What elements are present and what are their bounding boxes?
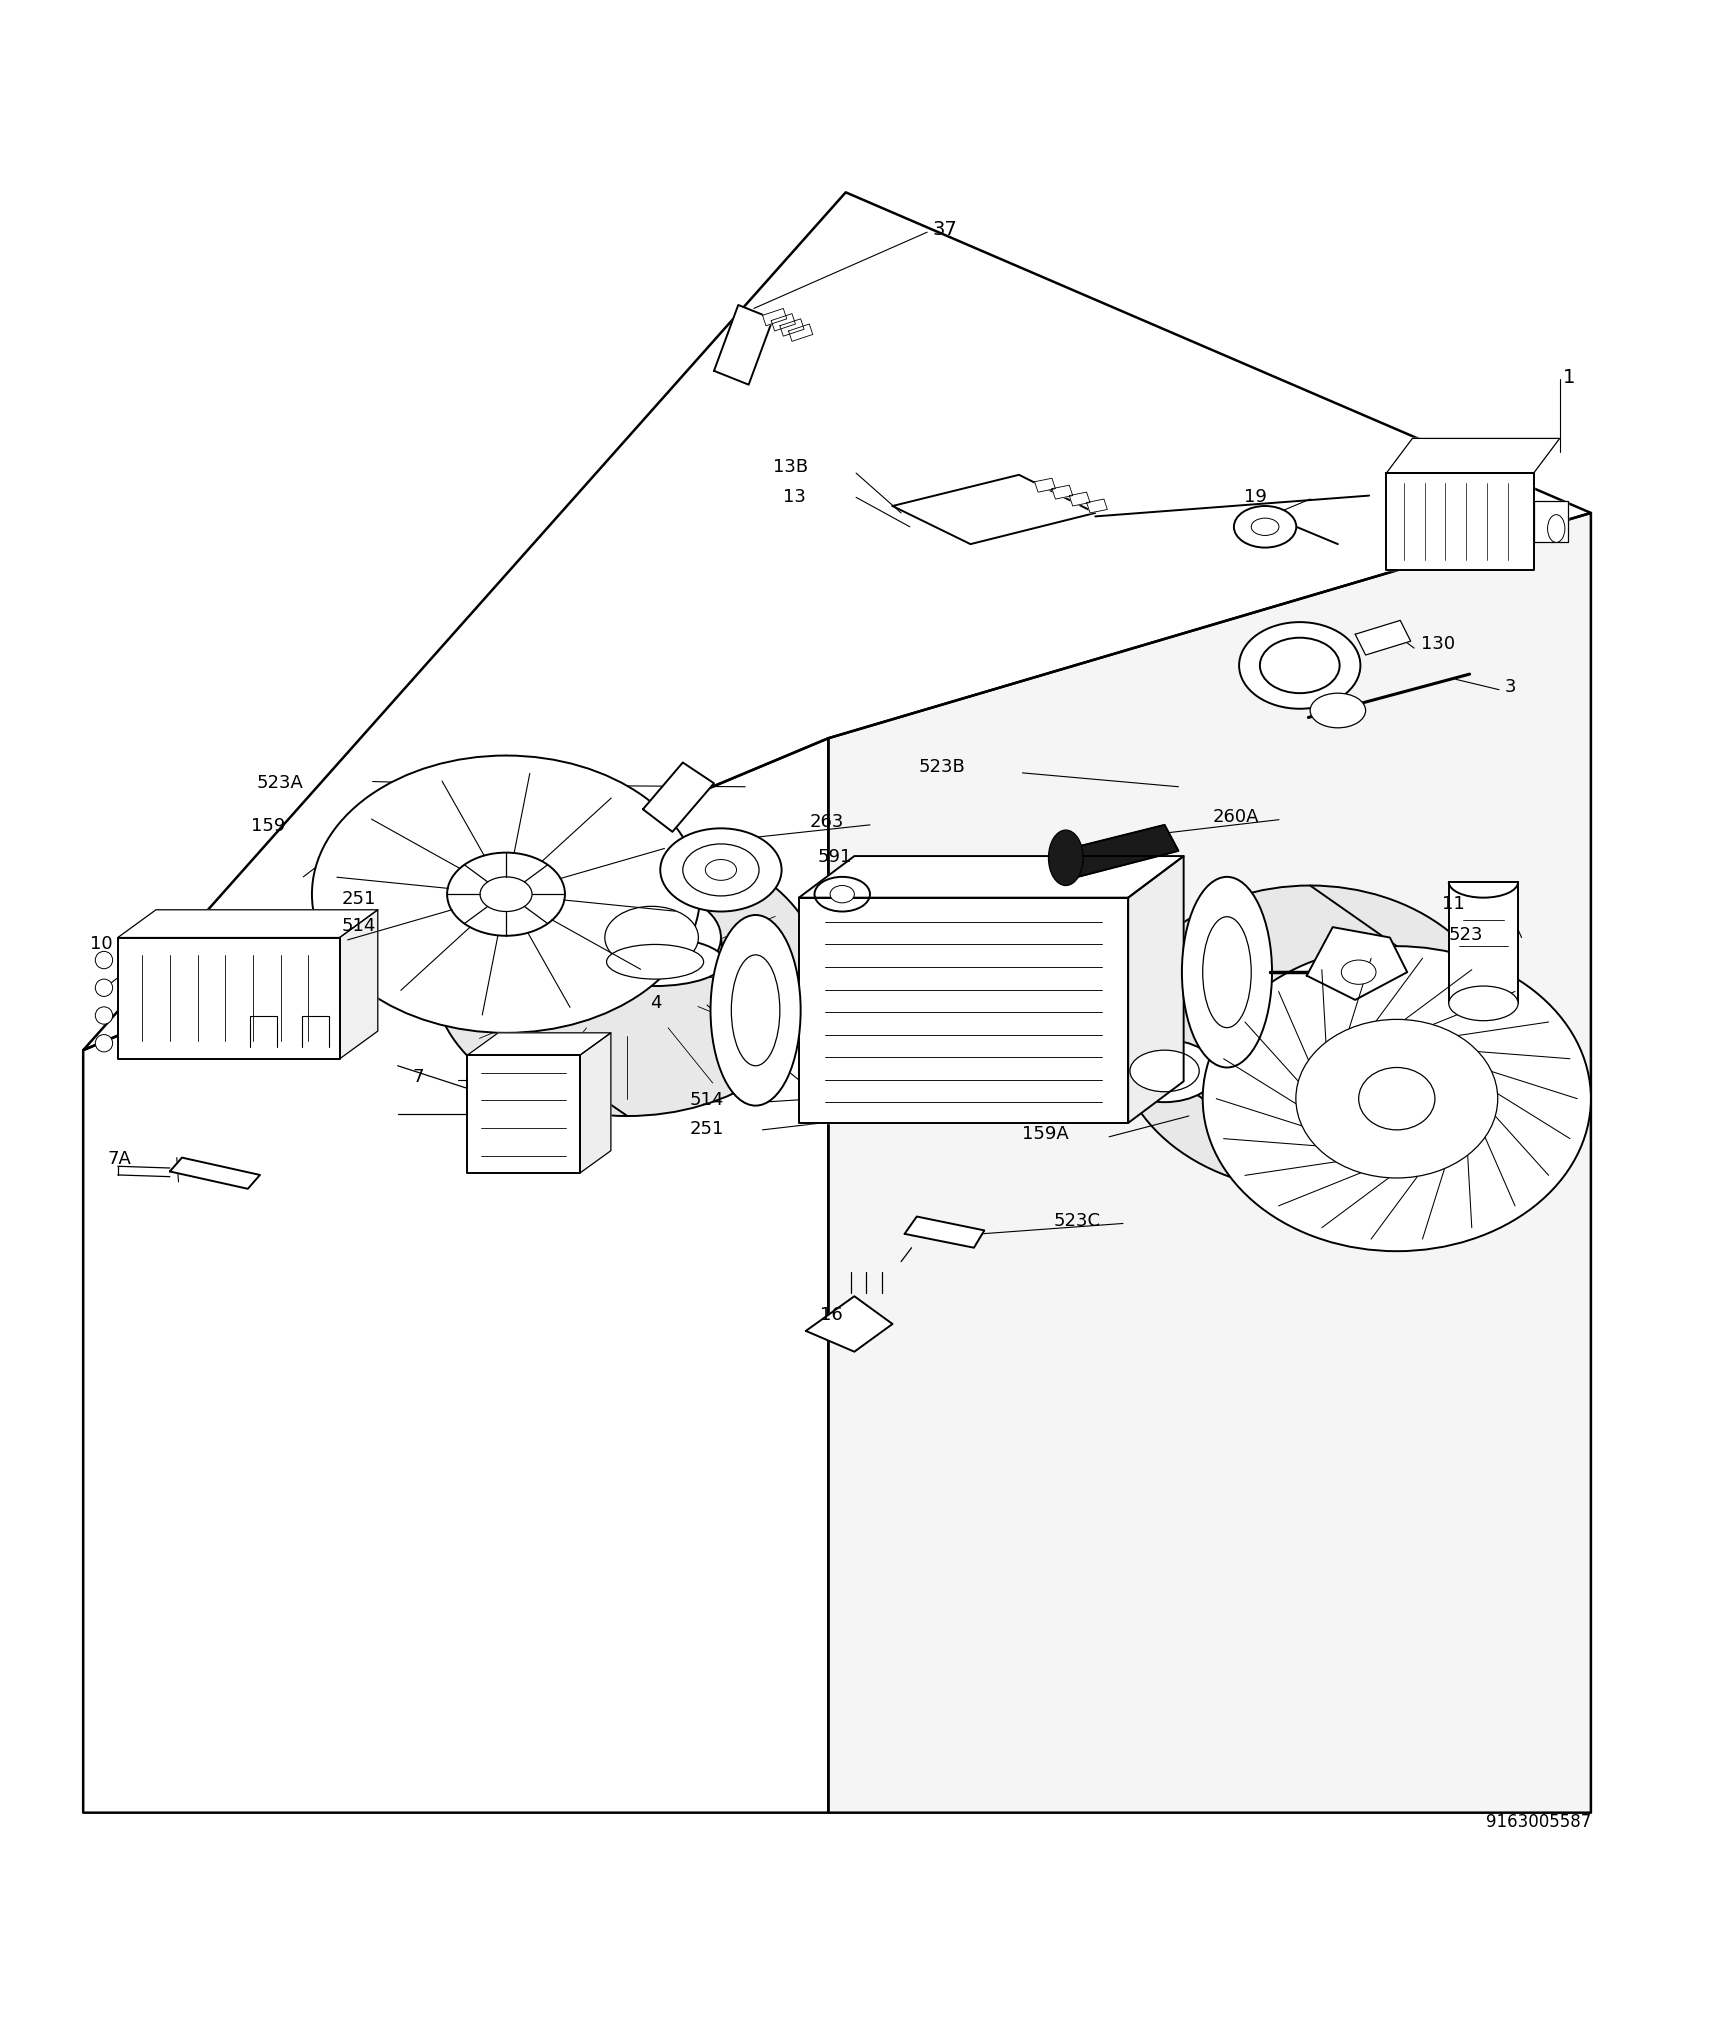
- Polygon shape: [339, 910, 378, 1059]
- Text: 37: 37: [932, 219, 956, 240]
- Text: 523: 523: [1448, 927, 1483, 943]
- Ellipse shape: [731, 955, 779, 1067]
- Ellipse shape: [447, 853, 565, 937]
- Text: 4: 4: [650, 994, 662, 1012]
- Ellipse shape: [1048, 831, 1082, 886]
- Text: 251: 251: [341, 890, 376, 906]
- Text: 260A: 260A: [1212, 809, 1259, 825]
- Ellipse shape: [1112, 1040, 1216, 1103]
- Polygon shape: [771, 315, 795, 331]
- Polygon shape: [779, 319, 804, 337]
- Polygon shape: [1386, 439, 1559, 473]
- Text: 7: 7: [412, 1067, 424, 1085]
- Text: 130: 130: [1420, 634, 1455, 652]
- Polygon shape: [578, 1034, 610, 1174]
- Polygon shape: [1060, 825, 1178, 878]
- Ellipse shape: [1129, 1051, 1199, 1093]
- Ellipse shape: [682, 845, 759, 896]
- Bar: [1448, 882, 1517, 1004]
- Polygon shape: [1086, 500, 1107, 514]
- Text: 3: 3: [1503, 679, 1516, 695]
- Text: 251: 251: [689, 1120, 724, 1138]
- Polygon shape: [118, 939, 339, 1059]
- Polygon shape: [83, 740, 828, 1813]
- Ellipse shape: [585, 939, 724, 988]
- Polygon shape: [1386, 473, 1533, 571]
- Ellipse shape: [1358, 1069, 1434, 1130]
- Text: 523B: 523B: [918, 758, 965, 776]
- Ellipse shape: [95, 1008, 113, 1024]
- Ellipse shape: [1115, 886, 1503, 1191]
- Ellipse shape: [710, 916, 800, 1105]
- Ellipse shape: [1251, 518, 1278, 536]
- Text: 159A: 159A: [1022, 1126, 1069, 1142]
- Polygon shape: [904, 1217, 984, 1248]
- Polygon shape: [714, 307, 772, 386]
- Polygon shape: [1306, 929, 1406, 1000]
- Polygon shape: [466, 1057, 578, 1174]
- Ellipse shape: [95, 979, 113, 998]
- Ellipse shape: [480, 878, 532, 912]
- Text: 13B: 13B: [772, 457, 807, 475]
- Ellipse shape: [660, 829, 781, 912]
- Text: 591: 591: [818, 847, 852, 866]
- Ellipse shape: [1547, 516, 1564, 543]
- Polygon shape: [118, 910, 378, 939]
- Text: 11: 11: [1441, 894, 1464, 912]
- Polygon shape: [1034, 480, 1055, 494]
- Text: 7A: 7A: [107, 1148, 132, 1166]
- Polygon shape: [1533, 502, 1567, 543]
- Text: 263: 263: [809, 813, 843, 831]
- Polygon shape: [762, 309, 786, 327]
- Text: 13: 13: [783, 488, 805, 506]
- Ellipse shape: [433, 839, 821, 1116]
- Text: 159: 159: [251, 817, 286, 835]
- Ellipse shape: [95, 1034, 113, 1053]
- Ellipse shape: [604, 906, 698, 969]
- Text: 514: 514: [689, 1089, 724, 1107]
- Polygon shape: [83, 193, 1590, 1051]
- Ellipse shape: [814, 878, 869, 912]
- Ellipse shape: [830, 886, 854, 904]
- Ellipse shape: [1202, 916, 1251, 1028]
- Ellipse shape: [582, 892, 721, 983]
- Ellipse shape: [1448, 988, 1517, 1022]
- Polygon shape: [466, 1034, 610, 1057]
- Ellipse shape: [1238, 622, 1360, 709]
- Text: 19: 19: [1244, 488, 1266, 506]
- Ellipse shape: [705, 860, 736, 882]
- Text: 10: 10: [90, 935, 113, 953]
- Polygon shape: [170, 1158, 260, 1189]
- Text: 16: 16: [819, 1305, 842, 1323]
- Ellipse shape: [312, 756, 700, 1034]
- Ellipse shape: [1233, 506, 1296, 549]
- Text: 514: 514: [341, 916, 376, 935]
- Polygon shape: [1128, 858, 1183, 1124]
- Polygon shape: [1051, 486, 1072, 500]
- Ellipse shape: [606, 945, 703, 979]
- Ellipse shape: [1296, 1020, 1496, 1179]
- Ellipse shape: [1181, 878, 1271, 1069]
- Text: 9163005587: 9163005587: [1484, 1813, 1590, 1831]
- Polygon shape: [1069, 494, 1089, 506]
- Polygon shape: [643, 764, 714, 833]
- Ellipse shape: [1341, 961, 1375, 986]
- Ellipse shape: [1309, 693, 1365, 727]
- Text: 523C: 523C: [1053, 1211, 1100, 1229]
- Polygon shape: [805, 1296, 892, 1351]
- Text: 523A: 523A: [256, 772, 303, 790]
- Polygon shape: [1354, 622, 1410, 656]
- Polygon shape: [798, 858, 1183, 898]
- Polygon shape: [798, 898, 1128, 1124]
- Polygon shape: [788, 325, 812, 341]
- Polygon shape: [828, 514, 1590, 1813]
- Ellipse shape: [95, 951, 113, 969]
- Ellipse shape: [1259, 638, 1339, 693]
- Ellipse shape: [1202, 947, 1590, 1252]
- Text: 1: 1: [1562, 368, 1574, 386]
- Polygon shape: [892, 475, 1095, 545]
